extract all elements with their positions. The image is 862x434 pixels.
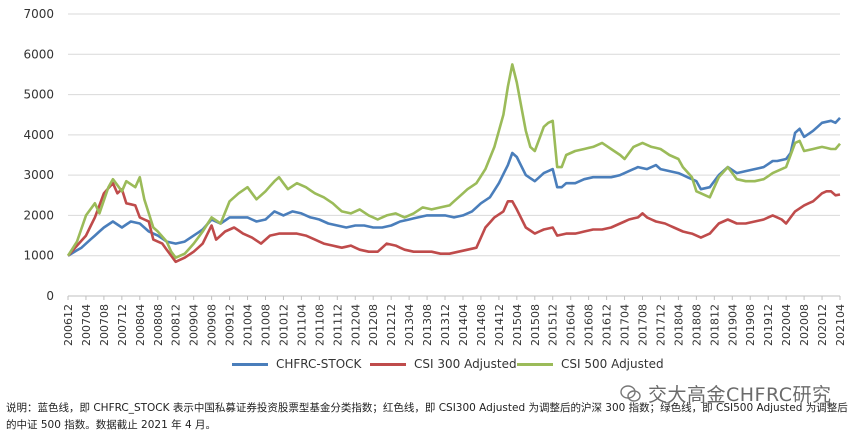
x-tick-label: 201004	[242, 304, 255, 346]
legend-swatch-chfrc-stock	[232, 362, 268, 366]
x-tick-label: 201508	[529, 304, 542, 346]
y-tick-label: 5000	[23, 88, 54, 102]
watermark-text: 交大高金CHFRC研究	[648, 384, 832, 406]
x-tick-label: 201908	[744, 304, 757, 346]
legend-label-chfrc-stock: CHFRC-STOCK	[276, 357, 362, 371]
x-tick-label: 201112	[331, 304, 344, 346]
x-tick-label: 202012	[816, 304, 829, 346]
legend-item-chfrc-stock: CHFRC-STOCK	[232, 357, 361, 371]
x-tick-label: 201412	[493, 304, 506, 346]
x-tick-label: 201208	[367, 304, 380, 346]
series-line-chfrc-stock	[67, 117, 841, 257]
x-tick-label: 201104	[295, 304, 308, 346]
x-tick-label: 202104	[834, 304, 847, 346]
x-tick-label: 201212	[385, 304, 398, 346]
x-tick-label: 202008	[798, 304, 811, 346]
watermark: 交大高金CHFRC研究	[620, 380, 832, 407]
x-tick-label: 201008	[259, 304, 272, 346]
x-tick-label: 201608	[583, 304, 596, 346]
x-tick-label: 201012	[277, 304, 290, 346]
caption-note: 说明：蓝色线，即 CHFRC_STOCK 表示中国私募证券投资股票型基金分类指数…	[6, 402, 848, 431]
x-tick-label: 201812	[708, 304, 721, 346]
y-tick-label: 2000	[23, 208, 54, 222]
legend-swatch-csi500	[517, 362, 553, 366]
x-tick-label: 201708	[637, 304, 650, 346]
legend-swatch-csi300	[370, 362, 406, 366]
legend-label-csi500: CSI 500 Adjusted	[561, 357, 664, 371]
y-tick-label: 6000	[23, 47, 54, 61]
y-tick-label: 0	[46, 289, 54, 303]
series-line-csi-300-adjusted	[67, 181, 841, 264]
x-tick-label: 201308	[421, 304, 434, 346]
chart-canvas: 0 1000 2000 3000 4000 5000 6000 7000 200612 2007…	[23, 7, 847, 346]
x-tick-label: 200808	[152, 304, 165, 346]
wechat-icon	[620, 384, 641, 402]
x-tick-label: 201808	[690, 304, 703, 346]
x-tick-label: 201108	[313, 304, 326, 346]
y-tick-label: 7000	[23, 7, 54, 21]
x-tick-label: 201912	[762, 304, 775, 346]
x-tick-label: 201404	[457, 304, 470, 346]
legend-item-csi300: CSI 300 Adjusted	[370, 357, 517, 371]
y-tick-label: 3000	[23, 168, 54, 182]
x-tick-label: 200912	[224, 304, 237, 346]
x-tick-label: 200812	[170, 304, 183, 346]
x-tick-label: 201704	[619, 304, 632, 346]
series-line-csi-500-adjusted	[66, 63, 841, 259]
x-tick-label: 201304	[403, 304, 416, 346]
y-tick-label: 1000	[23, 249, 54, 263]
legend-label-csi300: CSI 300 Adjusted	[414, 357, 517, 371]
x-tick-label: 200908	[206, 304, 219, 346]
x-tick-label: 201904	[726, 304, 739, 346]
x-tick-label: 200804	[134, 304, 147, 346]
series-lines	[66, 63, 841, 264]
legend-item-csi500: CSI 500 Adjusted	[517, 357, 664, 371]
legend: CHFRC-STOCK CSI 300 Adjusted CSI 500 Adj…	[0, 357, 862, 375]
y-tick-label: 4000	[23, 128, 54, 142]
x-tick-label: 201804	[672, 304, 685, 346]
x-tick-label: 200712	[116, 304, 129, 346]
gridlines	[68, 13, 840, 297]
x-tick-label: 200704	[80, 304, 93, 346]
x-tick-label: 200708	[98, 304, 111, 346]
x-tick-label: 200904	[188, 304, 201, 346]
y-axis: 0 1000 2000 3000 4000 5000 6000 7000	[23, 7, 54, 303]
x-tick-label: 201408	[475, 304, 488, 346]
x-tick-label: 201612	[601, 304, 614, 346]
x-tick-label: 200612	[62, 304, 75, 346]
x-tick-label: 201504	[511, 304, 524, 346]
x-tick-label: 201312	[439, 304, 452, 346]
x-tick-label: 201604	[565, 304, 578, 346]
x-tick-label: 201512	[547, 304, 560, 346]
x-tick-label: 201712	[654, 304, 667, 346]
x-tick-label: 201204	[349, 304, 362, 346]
x-axis: 200612 200704 200708 200712 200804 200808 2008…	[62, 296, 847, 346]
x-tick-label: 202004	[780, 304, 793, 346]
